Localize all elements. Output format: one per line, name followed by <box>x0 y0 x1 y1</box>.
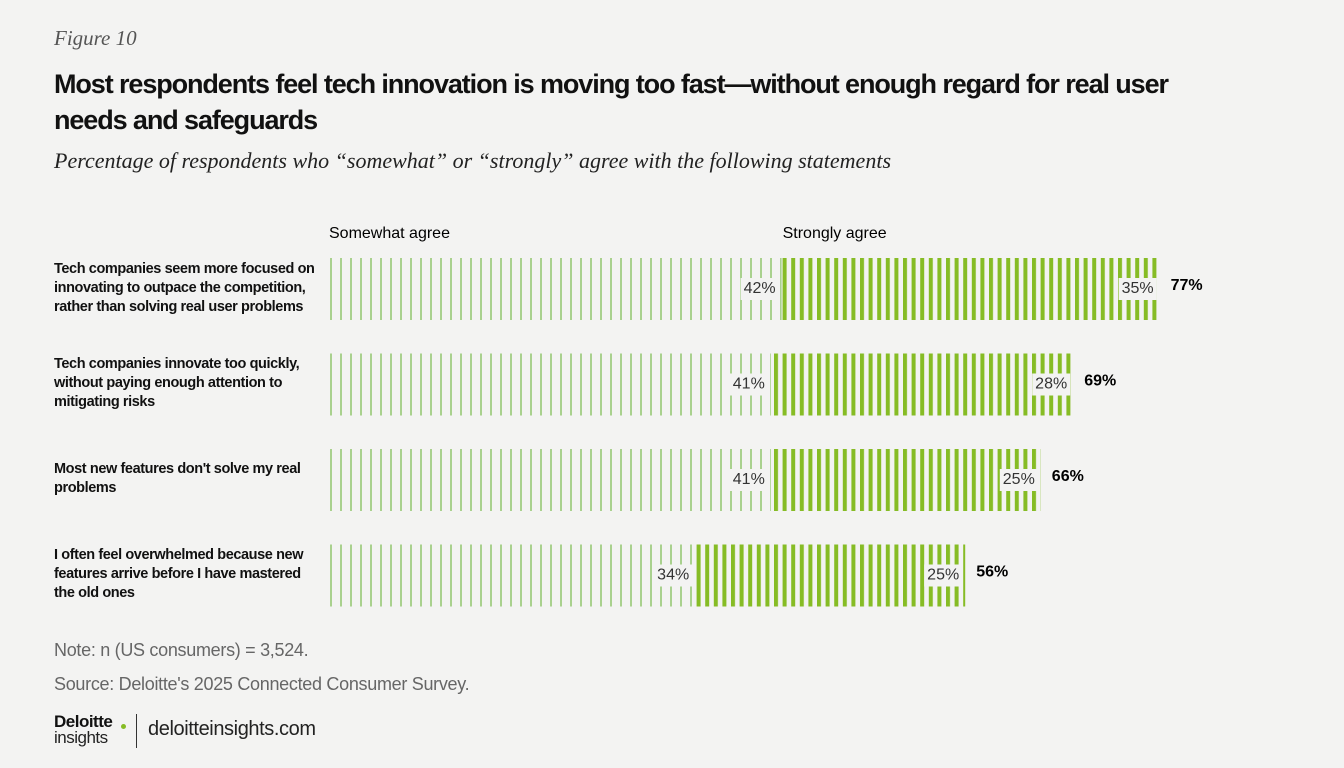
category-label: I often feel overwhelmed because new fea… <box>54 547 304 601</box>
value-label-bg <box>729 373 768 396</box>
chart-subtitle: Percentage of respondents who “somewhat”… <box>54 148 891 173</box>
category-label: Tech companies seem more focused on inno… <box>54 260 315 315</box>
value-label-bg <box>729 469 768 491</box>
total-label: 56% <box>976 564 1008 581</box>
value-label: 41% <box>733 376 765 393</box>
brand-url: deloitteinsights.com <box>148 718 316 740</box>
bar-segment <box>695 544 966 607</box>
separator <box>136 714 137 748</box>
bar-segment <box>328 353 771 416</box>
note: Note: n (US consumers) = 3,524. <box>54 640 309 660</box>
value-label: 35% <box>1122 280 1154 297</box>
value-label-bg <box>924 564 963 587</box>
brand-name: Deloitte <box>54 712 113 731</box>
bar-segment <box>328 449 771 511</box>
total-label: 77% <box>1171 277 1203 294</box>
value-label-bg <box>1118 278 1157 300</box>
bar-segment <box>781 258 1160 320</box>
total-label: 66% <box>1052 468 1084 485</box>
brand-sub: insights <box>54 728 108 747</box>
value-label-bg <box>1032 373 1071 396</box>
total-label: 69% <box>1084 373 1116 390</box>
value-label: 28% <box>1035 376 1067 393</box>
chart-title: Most respondents feel tech innovation is… <box>54 69 1169 135</box>
bar-segment <box>328 258 782 320</box>
value-label: 25% <box>1003 471 1035 488</box>
source: Source: Deloitte's 2025 Connected Consum… <box>54 674 470 694</box>
bar-segment <box>328 544 696 607</box>
bar-segment <box>770 449 1041 511</box>
value-label: 25% <box>927 567 959 584</box>
value-label: 42% <box>744 280 776 297</box>
category-label: Most new features don't solve my real pr… <box>54 461 301 496</box>
value-label-bg <box>654 564 693 587</box>
bar-segment <box>770 353 1074 416</box>
legend-label: Strongly agree <box>783 225 887 242</box>
value-label: 34% <box>657 567 689 584</box>
figure-label: Figure 10 <box>54 26 137 50</box>
legend-label: Somewhat agree <box>329 225 450 242</box>
value-label: 41% <box>733 471 765 488</box>
brand-dot <box>121 724 126 729</box>
value-label-bg <box>740 278 779 300</box>
category-label: Tech companies innovate too quickly, wit… <box>54 356 300 410</box>
value-label-bg <box>999 469 1038 491</box>
